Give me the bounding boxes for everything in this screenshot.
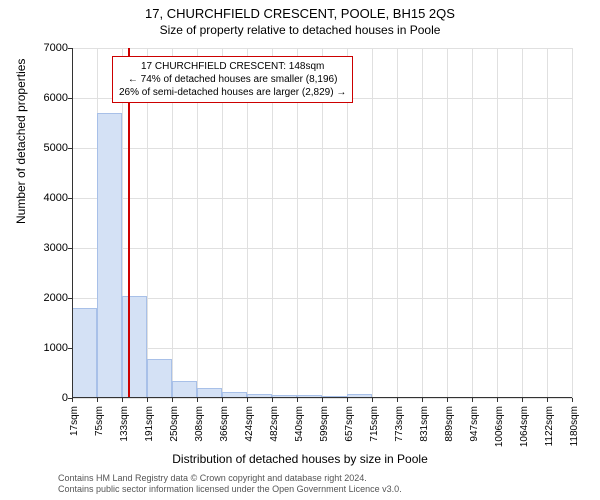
chart-title: 17, CHURCHFIELD CRESCENT, POOLE, BH15 2Q… [0,0,600,21]
xtick-label: 17sqm [69,406,80,436]
xtick-mark [472,398,473,402]
ytick-label: 7000 [18,42,68,54]
xtick-label: 773sqm [394,406,405,442]
ytick-label: 0 [18,392,68,404]
xtick-label: 191sqm [144,406,155,442]
xtick-label: 657sqm [344,406,355,442]
gridline-v [522,48,523,398]
gridline-v [422,48,423,398]
annotation-line3: 26% of semi-detached houses are larger (… [119,86,346,99]
xtick-mark [72,398,73,402]
x-axis-label: Distribution of detached houses by size … [0,452,600,466]
xtick-mark [447,398,448,402]
xtick-label: 1122sqm [544,406,555,446]
xtick-mark [297,398,298,402]
xtick-label: 250sqm [169,406,180,442]
xtick-label: 599sqm [319,406,330,442]
xtick-mark [272,398,273,402]
gridline-v [572,48,573,398]
xtick-label: 715sqm [369,406,380,442]
xtick-label: 1064sqm [519,406,530,447]
xtick-mark [97,398,98,402]
ytick-label: 6000 [18,92,68,104]
xtick-mark [547,398,548,402]
xtick-mark [572,398,573,402]
x-axis [72,397,572,398]
xtick-label: 133sqm [119,406,130,442]
gridline-v [372,48,373,398]
xtick-mark [172,398,173,402]
xtick-label: 540sqm [294,406,305,442]
histogram-bar [147,359,172,398]
xtick-label: 889sqm [444,406,455,442]
gridline-v [447,48,448,398]
ytick-label: 2000 [18,292,68,304]
footer: Contains HM Land Registry data © Crown c… [58,473,402,496]
plot-area: 17 CHURCHFIELD CRESCENT: 148sqm ← 74% of… [72,48,572,398]
histogram-bar [122,296,147,399]
gridline-v [472,48,473,398]
xtick-label: 424sqm [244,406,255,442]
gridline-v [397,48,398,398]
annotation-box: 17 CHURCHFIELD CRESCENT: 148sqm ← 74% of… [112,56,353,103]
annotation-line2: ← 74% of detached houses are smaller (8,… [119,73,346,86]
gridline-v [497,48,498,398]
xtick-label: 831sqm [419,406,430,442]
xtick-mark [422,398,423,402]
xtick-mark [122,398,123,402]
annotation-line1: 17 CHURCHFIELD CRESCENT: 148sqm [119,60,346,73]
footer-line2: Contains public sector information licen… [58,484,402,496]
xtick-label: 308sqm [194,406,205,442]
xtick-mark [347,398,348,402]
ytick-label: 4000 [18,192,68,204]
xtick-label: 947sqm [469,406,480,442]
y-axis [72,48,73,398]
xtick-mark [497,398,498,402]
xtick-mark [322,398,323,402]
xtick-mark [222,398,223,402]
histogram-bar [97,113,122,398]
ytick-label: 1000 [18,342,68,354]
xtick-mark [397,398,398,402]
chart-subtitle: Size of property relative to detached ho… [0,21,600,41]
xtick-label: 75sqm [94,406,105,436]
xtick-mark [372,398,373,402]
xtick-mark [247,398,248,402]
ytick-label: 3000 [18,242,68,254]
xtick-mark [197,398,198,402]
histogram-bar [72,308,97,398]
footer-line1: Contains HM Land Registry data © Crown c… [58,473,402,485]
xtick-mark [522,398,523,402]
xtick-label: 1180sqm [569,406,580,446]
ytick-label: 5000 [18,142,68,154]
xtick-label: 1006sqm [494,406,505,447]
chart-container: 17, CHURCHFIELD CRESCENT, POOLE, BH15 2Q… [0,0,600,500]
histogram-bar [172,381,197,399]
xtick-label: 366sqm [219,406,230,442]
xtick-label: 482sqm [269,406,280,442]
gridline-v [547,48,548,398]
xtick-mark [147,398,148,402]
